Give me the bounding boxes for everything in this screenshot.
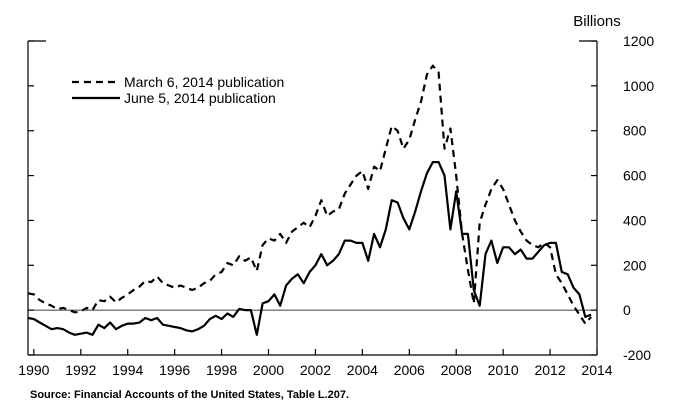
x-tick-label: 2000: [253, 362, 284, 378]
x-tick-label: 2014: [581, 362, 612, 378]
x-tick-label: 2006: [394, 362, 425, 378]
x-tick-label: 2002: [300, 362, 331, 378]
y-tick-label: 1200: [623, 33, 654, 49]
y-tick-label: -200: [623, 347, 651, 363]
plot-marks: -200 0 200 400 600 800 1000 1200 1990 1992 1994 199…: [18, 33, 654, 378]
x-tick-label: 1990: [18, 362, 49, 378]
y-tick-label: 200: [623, 257, 647, 273]
y-tick-label: 800: [623, 123, 647, 139]
x-tick-label: 2012: [534, 362, 565, 378]
x-tick-label: 2008: [441, 362, 472, 378]
series-line-1: [27, 64, 592, 325]
y-tick-label: 1000: [623, 78, 654, 94]
source-note: Source: Financial Accounts of the United…: [30, 389, 349, 401]
legend-label-1: March 6, 2014 publication: [124, 74, 284, 90]
x-tick-label: 1998: [206, 362, 237, 378]
y-tick-label: 400: [623, 212, 647, 228]
x-tick-label: 2010: [488, 362, 519, 378]
y-tick-label: 600: [623, 168, 647, 184]
legend-label-2: June 5, 2014 publication: [124, 90, 276, 106]
y-axis-unit-label: Billions: [573, 13, 621, 30]
series-line-2: [27, 161, 592, 336]
x-tick-label: 1994: [112, 362, 143, 378]
x-tick-label: 1992: [65, 362, 96, 378]
x-tick-label: 1996: [159, 362, 190, 378]
y-tick-label: 0: [623, 302, 631, 318]
x-tick-label: 2004: [347, 362, 378, 378]
